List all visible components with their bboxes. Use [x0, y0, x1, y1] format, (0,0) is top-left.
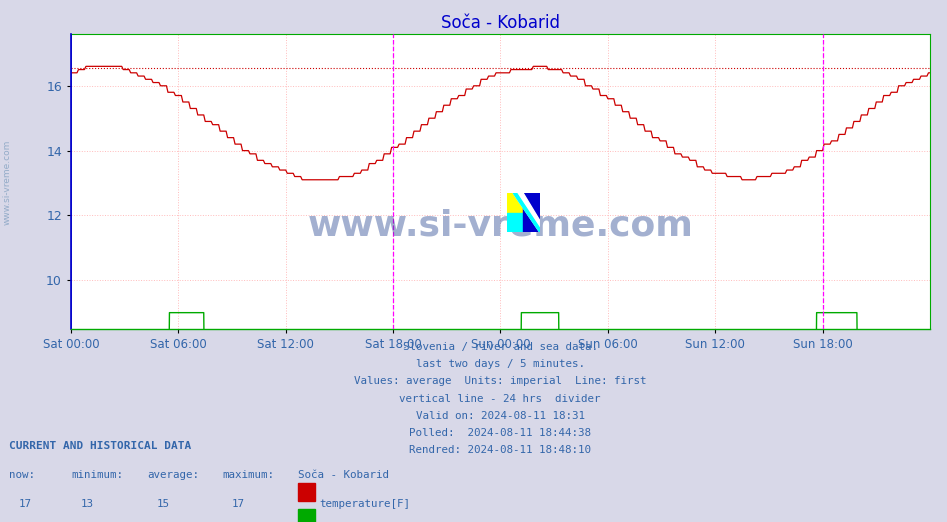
Text: 15: 15	[156, 499, 170, 508]
Text: temperature[F]: temperature[F]	[319, 499, 410, 508]
Bar	[507, 193, 524, 213]
Text: Rendred: 2024-08-11 18:48:10: Rendred: 2024-08-11 18:48:10	[409, 445, 591, 455]
Text: average:: average:	[147, 470, 199, 480]
Text: Values: average  Units: imperial  Line: first: Values: average Units: imperial Line: fi…	[354, 376, 646, 386]
Bar	[507, 213, 524, 232]
Text: Polled:  2024-08-11 18:44:38: Polled: 2024-08-11 18:44:38	[409, 428, 591, 438]
Bar	[524, 193, 540, 232]
Text: Slovenia / river and sea data.: Slovenia / river and sea data.	[402, 342, 598, 352]
Text: www.si-vreme.com: www.si-vreme.com	[308, 209, 693, 243]
Text: Valid on: 2024-08-11 18:31: Valid on: 2024-08-11 18:31	[416, 411, 584, 421]
Text: maximum:: maximum:	[223, 470, 275, 480]
Text: CURRENT AND HISTORICAL DATA: CURRENT AND HISTORICAL DATA	[9, 441, 191, 451]
Text: www.si-vreme.com: www.si-vreme.com	[3, 140, 12, 226]
Text: 13: 13	[80, 499, 94, 508]
Polygon shape	[513, 193, 540, 232]
Text: minimum:: minimum:	[71, 470, 123, 480]
Text: vertical line - 24 hrs  divider: vertical line - 24 hrs divider	[400, 394, 600, 404]
Title: Soča - Kobarid: Soča - Kobarid	[441, 15, 560, 32]
Polygon shape	[513, 193, 540, 232]
Text: last two days / 5 minutes.: last two days / 5 minutes.	[416, 359, 584, 369]
Text: 17: 17	[19, 499, 32, 508]
Text: now:: now:	[9, 470, 35, 480]
Text: 17: 17	[232, 499, 245, 508]
Text: Soča - Kobarid: Soča - Kobarid	[298, 470, 389, 480]
